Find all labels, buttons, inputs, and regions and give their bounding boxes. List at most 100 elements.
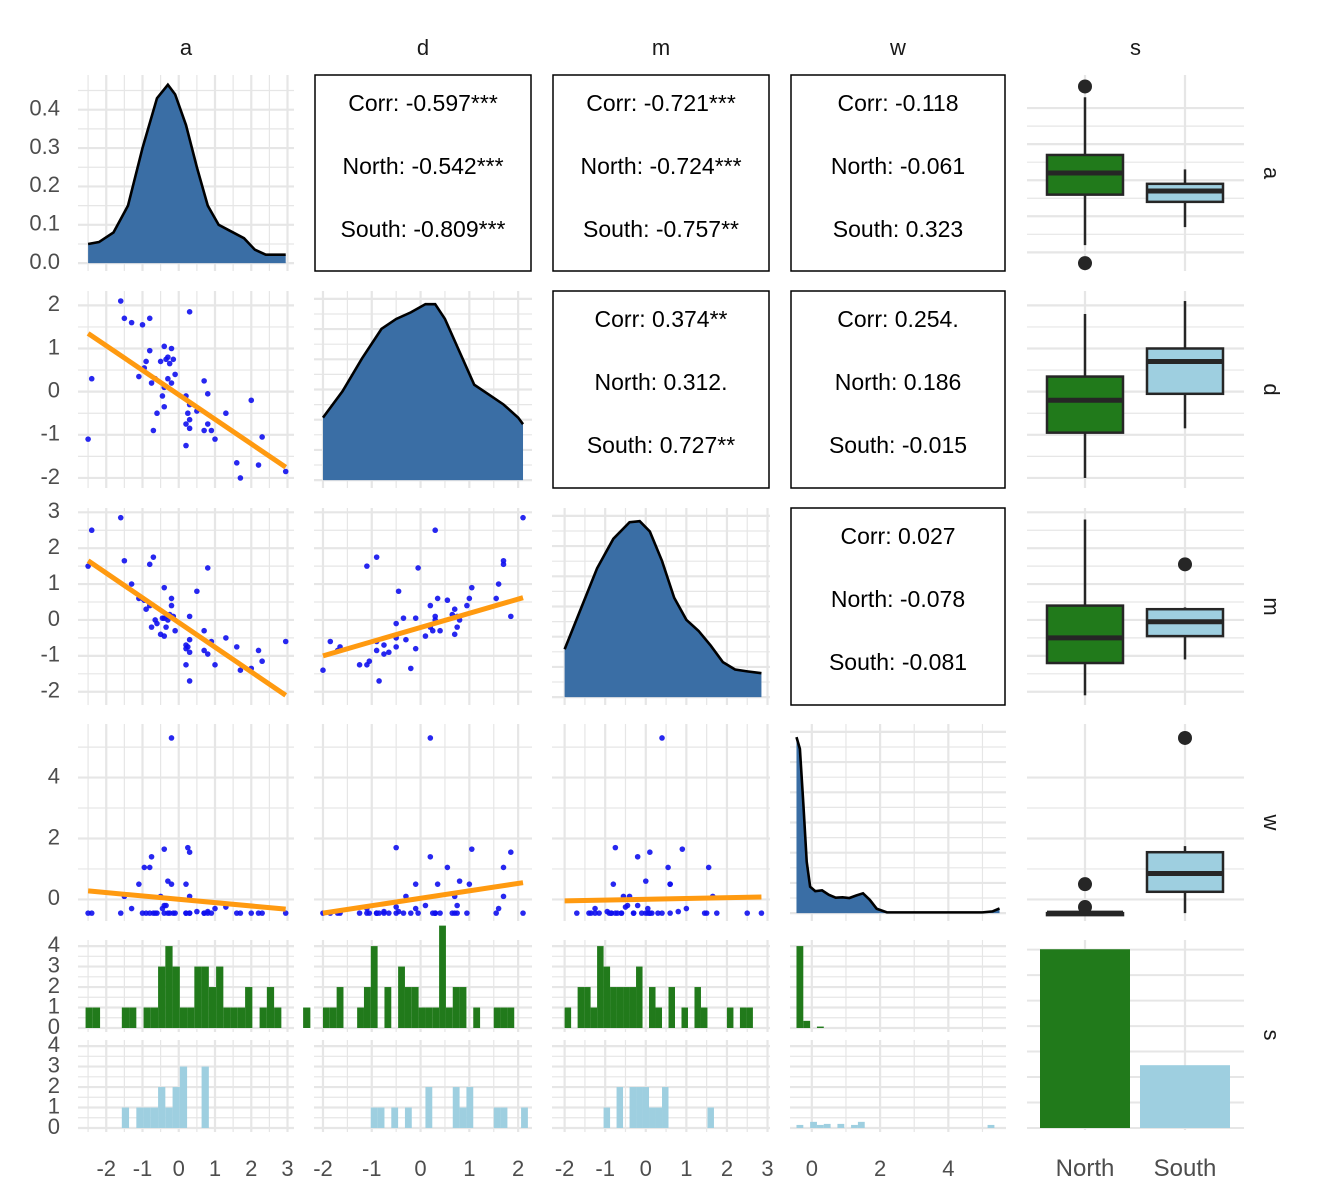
correlation-text: Corr: -0.118 [837,90,958,116]
histogram-bar [329,1007,337,1028]
correlation-text: North: 0.186 [835,369,962,395]
scatter-point [117,910,124,916]
y-tick-label: 2 [48,534,60,559]
x-tick-label: 4 [942,1156,954,1181]
correlation-box [790,74,1006,272]
histogram-bar [466,1087,474,1128]
y-tick-label: 0.2 [29,172,60,197]
histogram-bar [493,1107,501,1128]
scatter-point [170,356,177,363]
scatter-point [259,658,265,665]
scatter-point [427,735,434,741]
scatter-point [282,638,289,645]
scatter-point [437,910,443,916]
scatter-point [373,910,380,916]
correlation-text: North: 0.312. [595,369,728,395]
histogram-bar [363,987,371,1028]
panel-s-m-South [552,1040,770,1132]
scatter-point [493,910,499,916]
density-line [795,736,1001,914]
scatter-point [495,581,502,587]
correlation-text: North: -0.078 [831,586,965,612]
scatter-point [395,908,402,915]
histogram-bar [266,987,275,1028]
scatter-point [320,667,326,674]
histogram-bar [208,987,217,1028]
scatter-point [88,375,95,382]
scatter-point [500,893,507,900]
histogram-bar [500,1007,508,1028]
scatter-point [393,620,399,627]
scatter-point [610,881,617,887]
scatter-point [395,588,402,595]
scatter-point [373,647,380,654]
histogram-bar [616,987,624,1028]
scatter-point [415,565,421,571]
scatter-point [432,527,438,534]
histogram-bar [577,987,585,1028]
panel-s-a-North [78,940,311,1032]
scatter-point [400,910,407,916]
column-strip-label: d [417,35,429,60]
box [1045,375,1125,434]
scatter-point [508,613,514,620]
histogram-bar [143,1007,151,1028]
scatter-point [150,554,157,560]
scatter-point [386,910,392,916]
density-line [321,302,525,425]
scatter-point [464,910,470,916]
y-tick-label: 0 [48,377,60,402]
scatter-point [154,410,160,417]
histogram-bar [404,987,412,1028]
scatter-point [701,910,708,916]
scatter-point [659,735,665,741]
y-tick-label-count: 3 [48,1052,60,1077]
x-tick-label: 2 [874,1156,886,1181]
scatter-point [212,436,218,442]
histogram-bar [746,1007,753,1028]
scatter-point [282,468,289,475]
scatter-point [647,849,653,855]
panel-s-d-South [314,1040,532,1132]
histogram-bar [216,966,224,1028]
scatter-point [612,910,619,916]
scatter-point [163,624,169,630]
correlation-text: Corr: 0.027 [840,523,955,549]
histogram-bar [803,1020,811,1028]
histogram-bar [564,1007,572,1028]
panel-d-s [1027,291,1244,488]
scatter-point [393,644,399,650]
histogram-bar [370,1107,378,1128]
panel-s-s [1027,940,1244,1130]
y-tick-label: 0.3 [29,134,60,159]
histogram-bar [623,987,630,1028]
scatter-point [592,905,598,912]
histogram-bar [274,1007,282,1028]
scatter-point [233,644,240,650]
correlation-text: South: -0.757** [583,216,739,242]
scatter-point [186,613,193,620]
histogram-bar [694,987,701,1028]
scatter-point [520,910,526,916]
correlation-text: South: -0.015 [829,432,967,458]
scatter-point [415,910,421,916]
histogram-bar [796,946,804,1028]
histogram-bar [452,1087,460,1128]
y-tick-label: 2 [48,824,60,849]
scatter-point [393,844,399,851]
histogram-bar [603,966,611,1028]
histogram-bar [165,946,173,1028]
histogram-bar [439,925,446,1028]
scatter-point [186,416,193,423]
panel-d-a [78,291,294,488]
scatter-point [172,910,178,916]
column-strip-label: a [180,35,193,60]
histogram-bar [150,1107,159,1128]
correlation-box [314,74,532,272]
scatter-point [117,514,124,521]
panel-w-s [1027,724,1244,921]
panel-a-s [1027,75,1244,271]
scatter-point [444,597,451,604]
y-tick-label-count: 0 [48,1014,60,1039]
